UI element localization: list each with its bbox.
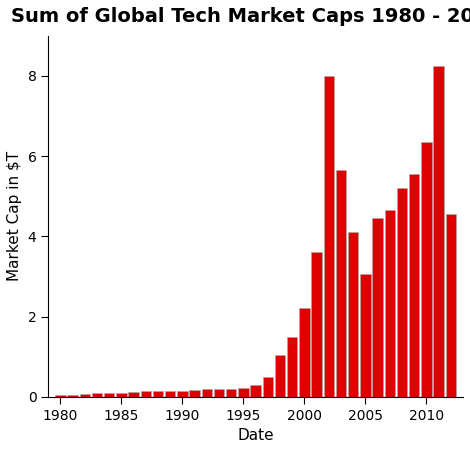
Bar: [421, 142, 431, 397]
Bar: [409, 174, 419, 397]
Bar: [312, 252, 322, 397]
Bar: [214, 389, 224, 397]
Bar: [360, 274, 371, 397]
Bar: [92, 393, 102, 397]
Title: Sum of Global Tech Market Caps 1980 - 2012: Sum of Global Tech Market Caps 1980 - 20…: [10, 7, 470, 26]
Bar: [336, 170, 346, 397]
Bar: [165, 391, 175, 397]
Bar: [128, 392, 139, 397]
Bar: [263, 377, 273, 397]
Bar: [177, 391, 188, 397]
Bar: [348, 232, 359, 397]
Bar: [275, 355, 285, 397]
Bar: [153, 391, 163, 397]
Bar: [238, 388, 249, 397]
Bar: [299, 309, 310, 397]
Bar: [287, 337, 298, 397]
Bar: [202, 390, 212, 397]
Bar: [116, 393, 126, 397]
Bar: [226, 389, 236, 397]
Bar: [397, 188, 407, 397]
Bar: [384, 210, 395, 397]
Bar: [55, 395, 66, 397]
Bar: [251, 385, 261, 397]
Bar: [372, 218, 383, 397]
Bar: [79, 394, 90, 397]
Bar: [189, 390, 200, 397]
X-axis label: Date: Date: [237, 428, 274, 443]
Bar: [67, 395, 78, 397]
Bar: [433, 66, 444, 397]
Bar: [446, 214, 456, 397]
Bar: [141, 392, 151, 397]
Y-axis label: Market Cap in $T: Market Cap in $T: [7, 151, 22, 281]
Bar: [324, 76, 334, 397]
Bar: [104, 393, 114, 397]
